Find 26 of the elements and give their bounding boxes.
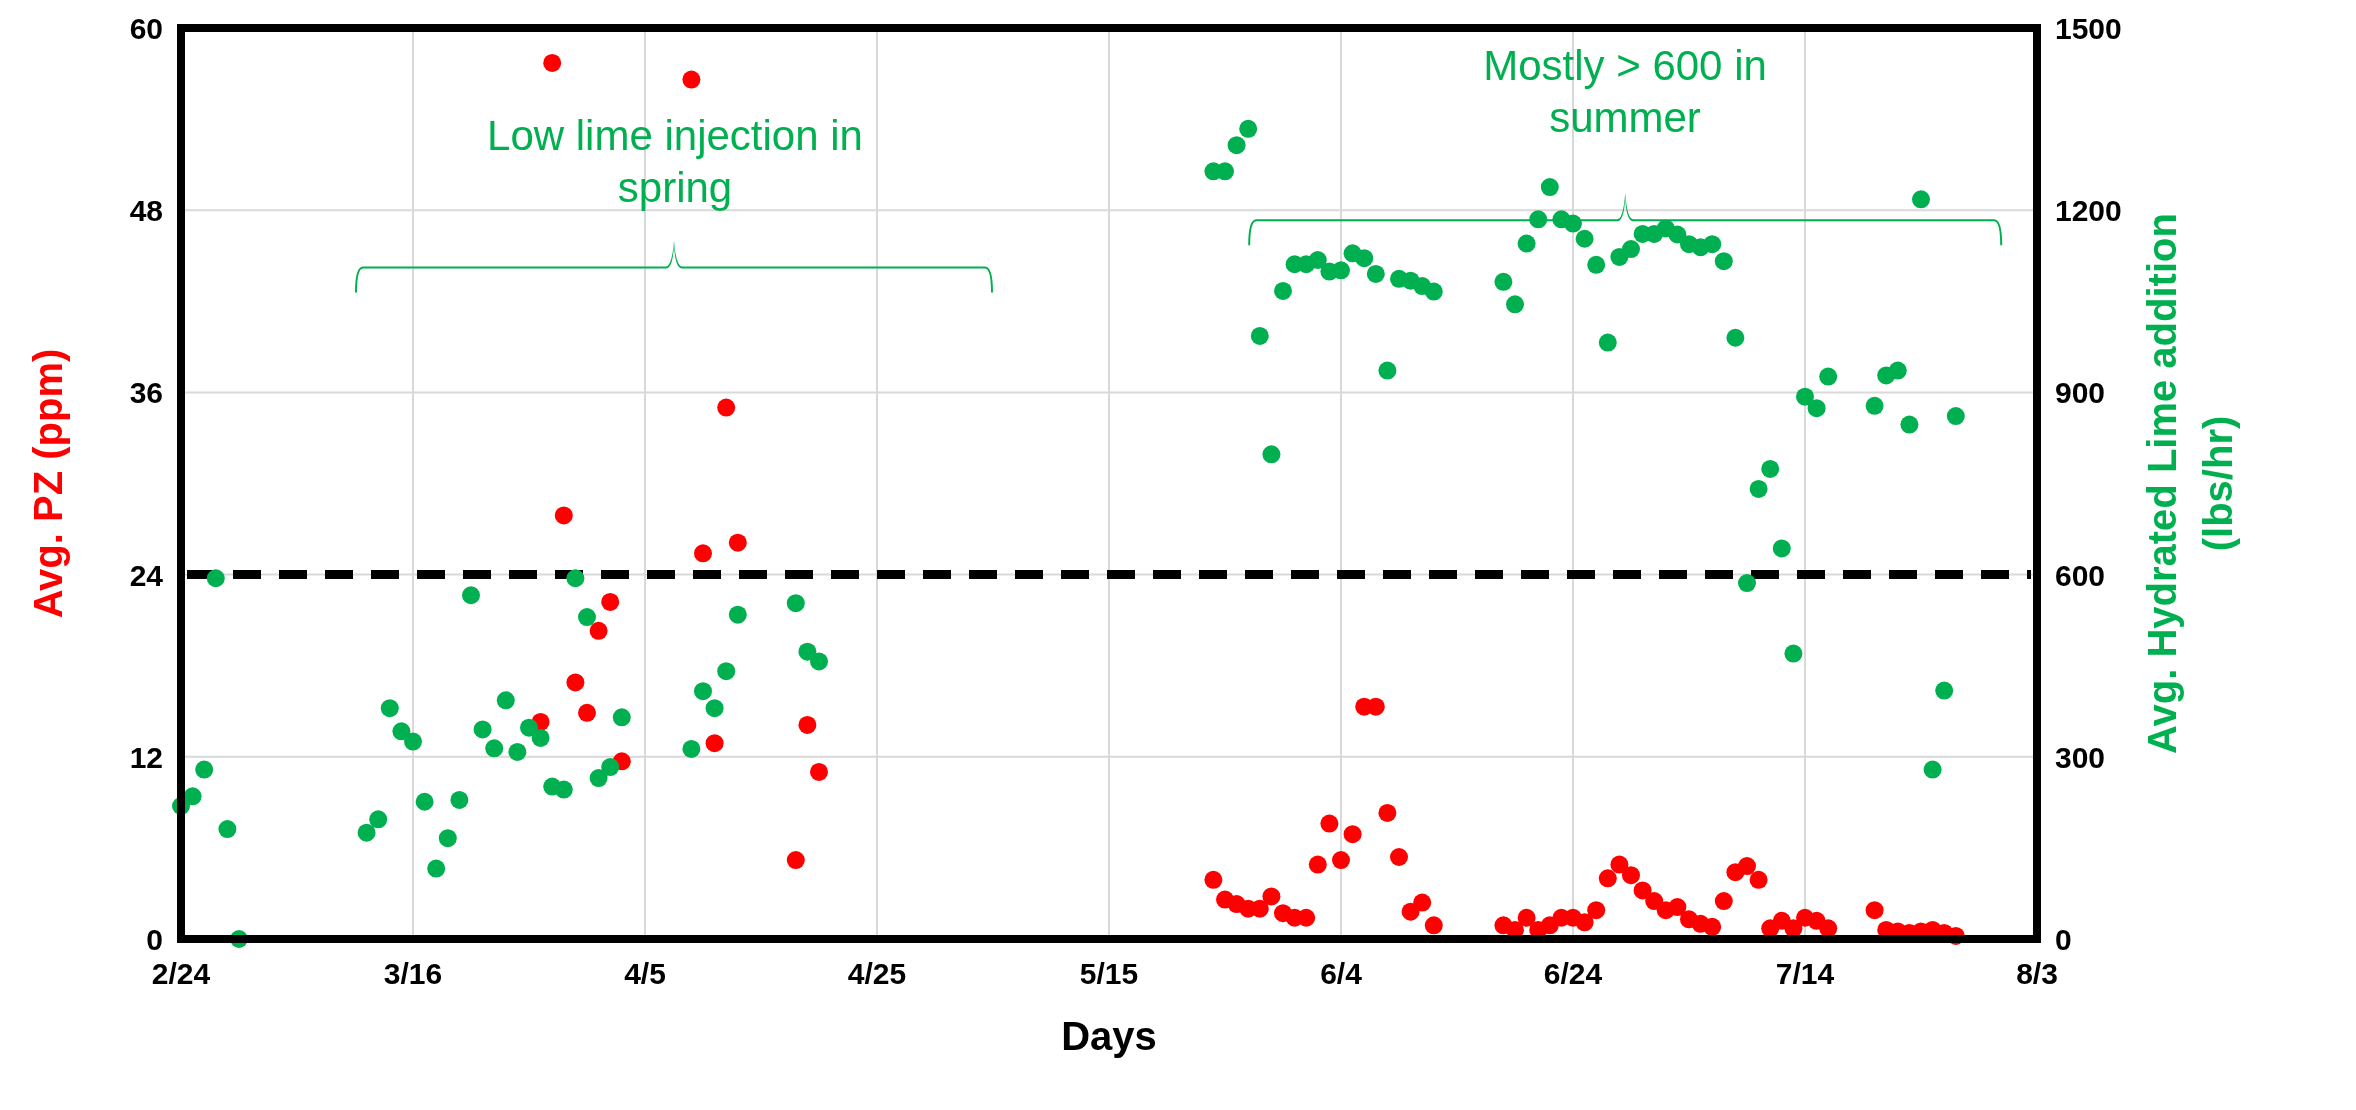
y2-tick-label: 1500 <box>2055 12 2122 45</box>
x-tick-label: 3/16 <box>383 957 443 990</box>
x-tick-label: 4/25 <box>847 957 907 990</box>
x-axis-title: Days <box>1061 1014 1157 1058</box>
y-tick-label: 24 <box>129 558 164 592</box>
x-tick-label: 6/4 <box>1320 957 1363 990</box>
y-tick-label: 60 <box>129 12 163 45</box>
y-tick-label: 36 <box>129 376 163 410</box>
y2-tick-label: 1200 <box>2055 194 2122 228</box>
y2-tick-label: 600 <box>2055 558 2106 592</box>
annotation: Low lime injection in spring <box>487 112 863 211</box>
x-tick-label: 2/24 <box>151 957 211 990</box>
y2-tick-label: 300 <box>2055 740 2106 774</box>
y-tick-label: 0 <box>146 923 163 956</box>
y2-tick-label: 900 <box>2055 376 2106 410</box>
x-tick-label: 5/15 <box>1079 957 1139 990</box>
y2-axis-title: Avg. Hydrated Lime addition (lbs/hr) <box>2140 213 2240 754</box>
x-tick-label: 8/3 <box>2016 957 2058 990</box>
y2-tick-label: 0 <box>2055 923 2072 956</box>
x-tick-label: 7/14 <box>1775 957 1835 990</box>
annotation: Mostly > 600 in summer <box>1483 42 1767 141</box>
y-tick-label: 48 <box>129 194 163 228</box>
x-tick-label: 4/5 <box>624 957 666 990</box>
y-tick-label: 12 <box>129 740 163 774</box>
x-tick-label: 6/24 <box>1543 957 1603 990</box>
y-axis-title: Avg. PZ (ppm) <box>26 348 70 619</box>
